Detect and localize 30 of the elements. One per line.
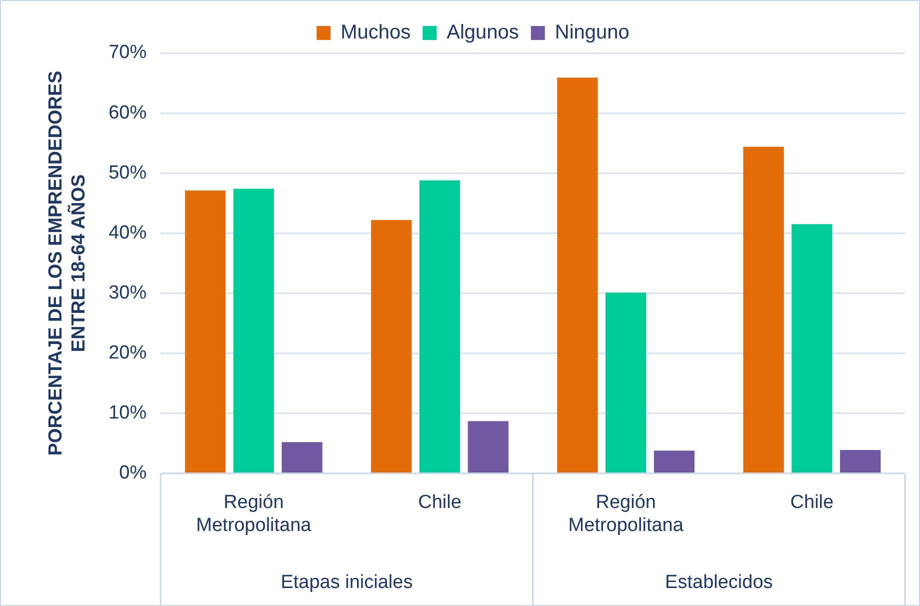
text: Etapas iniciales (280, 572, 413, 594)
legend-label: Ninguno (554, 22, 630, 44)
x-tick-label: Región Metropolitana (196, 492, 312, 536)
x-tick-label: Chile (790, 492, 834, 514)
bar (233, 188, 274, 473)
bar (184, 190, 226, 473)
y-tick-label: 20% (108, 342, 147, 364)
bar (282, 442, 322, 473)
y-tick-label: 30% (108, 282, 147, 304)
bar (419, 180, 460, 473)
x-tick-label: Región Metropolitana (568, 492, 684, 536)
y-tick-label: 50% (108, 162, 147, 184)
text: Establecidos (665, 572, 773, 594)
y-tick-label: 0% (119, 462, 147, 484)
bar (840, 450, 881, 473)
y-tick-label: 40% (108, 222, 147, 244)
legend-label: Muchos (340, 22, 411, 44)
y-tick-label: 10% (108, 402, 147, 424)
bar (654, 450, 695, 473)
bar (557, 78, 598, 473)
bar (792, 224, 832, 473)
y-tick-label: 60% (108, 102, 147, 124)
legend-label: Algunos (446, 22, 519, 44)
y-tick-label: 70% (108, 42, 147, 64)
bar (606, 292, 646, 473)
bar (743, 146, 784, 473)
bar (371, 220, 412, 473)
bar (468, 421, 508, 473)
y-axis-title: PORCENTAJE DE LOS EMPRENDEDORES ENTRE 18-64 AÑOS (46, 70, 90, 456)
x-tick-label: Chile (418, 492, 462, 514)
